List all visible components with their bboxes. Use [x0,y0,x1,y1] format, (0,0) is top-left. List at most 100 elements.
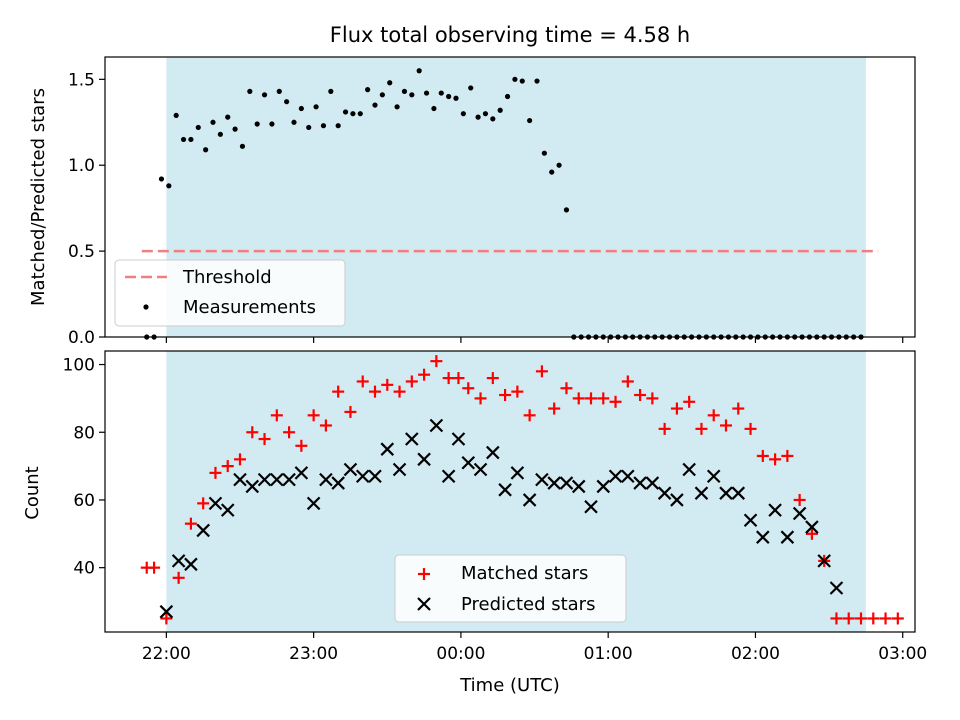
predicted-star-point [670,493,684,507]
matched-star-point [585,392,597,405]
measurement-point [482,111,489,117]
y-tick-label: 0.0 [68,328,95,348]
count-points [140,355,904,625]
matched-star-point [548,402,561,415]
matched-star-point [855,612,867,625]
ratio-legend: Threshold Measurements [114,259,346,327]
predicted-star-point [706,469,721,484]
matched-star-point [670,402,683,415]
predicted-star-point [331,476,345,490]
matched-star-point [658,422,671,435]
measurement-point [460,111,466,117]
count-legend: Matched stars Predicted stars [394,554,627,623]
predicted-star-point [694,486,709,500]
measurement-point [328,88,334,94]
matched-star-point [891,612,904,625]
predicted-star-point [535,472,549,487]
matched-star-point [756,449,769,462]
matched-star-point [879,612,892,625]
measurement-point [394,104,400,110]
y-tick-label: 1.0 [68,156,95,176]
x-tick-label: 22:00 [142,644,191,664]
measurement-point [549,169,555,175]
threshold-legend-label: Threshold [182,267,272,288]
measurements-legend-swatch [143,304,149,310]
predicted-star-point [405,432,419,446]
measurement-point [320,123,327,129]
predicted-star-point [171,554,186,568]
matched-star-point [683,395,696,408]
matched-star-point [160,612,173,625]
matched-star-point [430,355,443,368]
y-tick-label: 80 [73,423,95,443]
measurement-point [350,111,356,117]
matched-star-point [393,385,406,398]
measurement-point [387,80,393,86]
predicted-star-point [220,503,235,517]
predicted-star-point [245,479,260,494]
predicted-star-point [682,462,696,477]
ratio-legend-box [114,259,346,327]
predicted-star-point [208,496,223,511]
matched-star-point [793,493,806,506]
predicted-star-point [596,479,611,494]
measurement-point [453,95,459,101]
measurement-point [379,92,385,98]
y-tick-label: 100 [63,356,95,376]
matched-star-point [769,453,782,466]
predicted-star-point [355,469,370,484]
measurement-point [158,176,165,182]
measurement-point [269,121,275,127]
matched-star-point [572,392,585,405]
predicted-star-point [159,604,174,619]
y-tick-label: 1.5 [68,70,95,90]
predicted-star-point [633,476,647,490]
matched-star-point [867,612,880,625]
predicted-star-point [780,530,795,544]
ratio-x-axis [165,337,904,343]
predicted-legend-label: Predicted stars [461,594,595,615]
count-y-label: Count [22,466,43,519]
matched-star-point [805,527,818,540]
predicted-star-point [282,472,296,487]
predicted-star-point [792,506,807,521]
measurements-legend-label: Measurements [183,297,316,318]
measurement-point [431,105,437,112]
matched-star-point [405,375,418,388]
measurement-point [423,90,430,96]
matched-star-point [332,385,345,398]
predicted-star-point [621,469,635,484]
measurement-point [239,143,246,149]
measurement-point [497,107,503,113]
measurement-point [342,109,349,115]
ratio-plot-frame [104,56,916,338]
matched-star-point [720,419,732,432]
predicted-star-point [817,554,831,568]
measurement-point [180,136,187,143]
ratio-y-label: Matched/Predicted stars [28,88,49,306]
matched-star-point [474,392,487,405]
predicted-star-point [498,483,512,497]
matched-legend-swatch [418,568,430,580]
measurement-point [534,78,540,84]
count-y-axis: 40 60 80 100 [63,356,105,579]
measurement-point [284,99,290,105]
measurement-point [519,78,525,84]
measurement-point [313,104,319,110]
x-tick-label: 03:00 [878,644,927,664]
predicted-star-point [270,472,284,487]
count-x-axis: 22:00 23:00 00:00 01:00 02:00 03:00 [142,632,927,664]
predicted-star-point [645,476,660,490]
predicted-star-point [368,469,382,484]
predicted-star-point [441,469,456,484]
measurement-point [468,85,474,91]
count-plot-frame [104,350,916,633]
matched-star-point [148,561,161,574]
measurement-point [563,207,570,213]
predicted-star-point [461,455,476,470]
matched-star-point [621,375,634,388]
measurement-point [247,88,253,94]
matched-star-point [369,385,381,398]
measurement-point [276,88,282,94]
